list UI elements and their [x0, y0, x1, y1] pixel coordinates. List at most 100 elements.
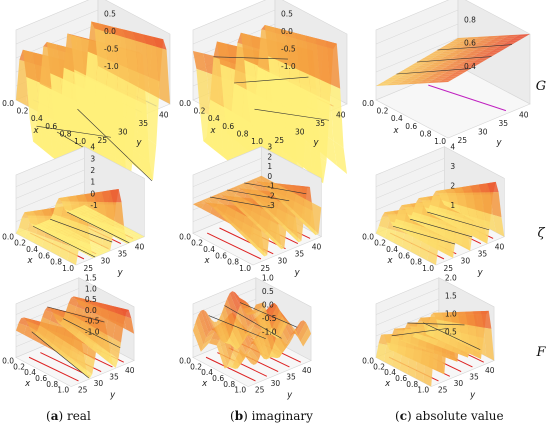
surface-patch: [73, 334, 85, 343]
x-tick-label: 0.0: [179, 99, 191, 108]
surface-patch: [427, 53, 441, 56]
surface-patch: [124, 235, 136, 242]
surface-patch: [78, 206, 91, 212]
surface-patch: [401, 221, 414, 236]
surface-patch: [67, 210, 79, 217]
surface-patch: [227, 360, 238, 369]
z-tick-label: -1: [90, 201, 98, 210]
grid-line: [15, 288, 79, 315]
surface-patch: [76, 330, 87, 343]
y-tick-label: 25: [275, 136, 285, 145]
surface-patch: [105, 304, 116, 313]
surface-patch: [292, 111, 306, 141]
surface-patch: [281, 224, 293, 235]
x-tick-label: 0.8: [227, 258, 239, 267]
surface-patch: [75, 207, 88, 214]
surface-patch: [193, 203, 205, 209]
surface-patch: [394, 328, 405, 331]
surface-patch: [87, 210, 99, 217]
surface-patch: [208, 338, 220, 346]
surface-patch: [506, 40, 520, 43]
surface-patch: [65, 328, 77, 336]
surface-patch: [264, 208, 276, 218]
surface-patch: [424, 77, 438, 80]
surface-patch: [395, 209, 408, 222]
surface-patch: [111, 26, 126, 38]
surface-patch: [418, 214, 431, 229]
surface-patch: [458, 62, 472, 66]
surface-patch: [471, 38, 486, 41]
surface-patch: [90, 241, 102, 248]
surface-patch: [115, 231, 128, 237]
surface-patch: [50, 73, 64, 122]
surface-patch: [452, 322, 463, 344]
contour-line: [28, 356, 79, 382]
surface-patch: [97, 315, 108, 334]
surface-patch: [410, 223, 422, 240]
surface-patch: [485, 35, 500, 39]
surface-patch: [203, 332, 214, 345]
surface-patch: [201, 199, 213, 208]
x-tick-label: 0.6: [215, 251, 227, 260]
surface-patch: [379, 81, 394, 84]
z-tick-label: -1.0: [262, 327, 277, 336]
x-tick-label: 1.0: [422, 264, 434, 273]
surface-patch: [250, 187, 262, 201]
x-tick-label: 0.0: [2, 99, 14, 108]
x-tick-label: 0.2: [14, 239, 26, 248]
surface-patch: [52, 335, 64, 350]
surface-patch: [67, 118, 81, 149]
surface-patch: [412, 333, 424, 340]
caption-c-label: absolute value: [415, 409, 504, 423]
surface-ridge: [36, 125, 112, 138]
surface-patch: [437, 74, 452, 78]
surface-patch: [90, 249, 102, 256]
surface-patch: [81, 341, 93, 349]
surface-patch: [55, 324, 66, 341]
surface-patch: [235, 185, 248, 194]
z-tick-label: -0.5: [104, 45, 119, 54]
surface-patch: [42, 337, 53, 347]
surface-patch: [81, 298, 92, 305]
surface-patch: [130, 233, 142, 239]
surface-ridge: [50, 218, 113, 243]
surface-patch: [113, 232, 125, 238]
z-tick-label: -3: [267, 201, 275, 210]
surface-patch: [84, 220, 96, 226]
surface-patch: [78, 238, 91, 245]
x-tick-label: 0.4: [201, 368, 213, 377]
surface-patch: [420, 317, 431, 324]
surface-patch: [410, 68, 424, 72]
surface-patch: [472, 192, 485, 213]
surface-patch: [407, 322, 418, 327]
surface-patch: [42, 310, 53, 321]
grid-line: [375, 288, 439, 315]
surface-patch: [55, 223, 68, 230]
surface-patch: [441, 56, 455, 59]
surface-patch: [152, 36, 167, 50]
surface-patch: [208, 315, 220, 338]
surface-patch: [196, 68, 211, 117]
surface-patch: [264, 231, 276, 242]
surface-patch: [237, 305, 249, 334]
surface-patch: [238, 230, 251, 241]
surface-ridge: [227, 189, 290, 202]
surface-patch: [384, 211, 396, 215]
surface-patch: [200, 338, 212, 352]
surface-patch: [75, 215, 88, 222]
surface-patch: [224, 341, 235, 349]
surface-patch: [423, 55, 438, 58]
surface-patch: [272, 193, 285, 203]
x-tick-label: 0.0: [179, 356, 191, 365]
z-tick-label: 0: [267, 172, 272, 181]
surface-patch: [229, 291, 241, 313]
surface-patch: [84, 252, 96, 258]
surface-patch: [41, 208, 54, 216]
surface-patch: [402, 328, 413, 344]
surface-patch: [451, 50, 465, 53]
surface-patch: [454, 42, 469, 46]
x-tick-label: 0.6: [38, 251, 50, 260]
surface-patch: [484, 212, 496, 233]
contour-line: [206, 232, 262, 260]
surface-patch: [256, 336, 267, 360]
